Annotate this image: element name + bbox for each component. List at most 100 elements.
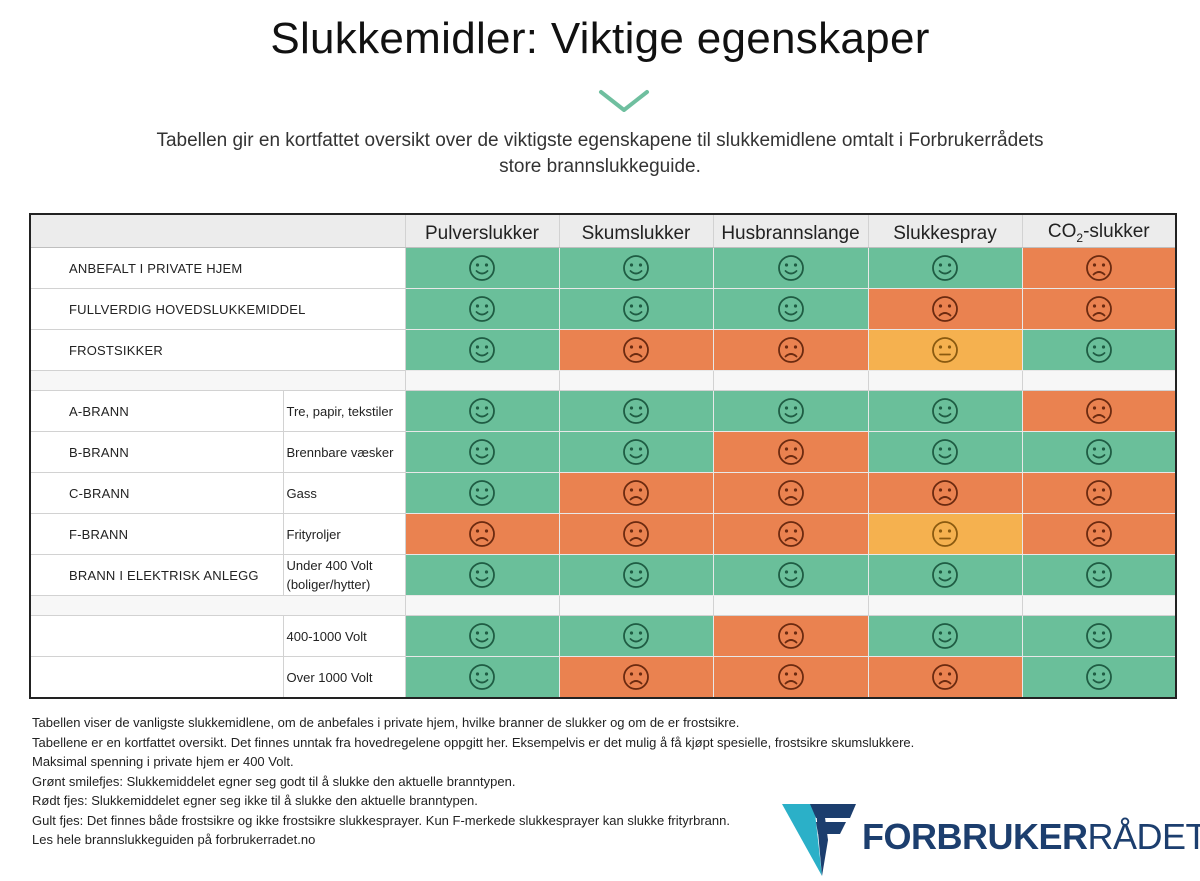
footnote: Tabellen viser de vanligste slukkemidlen… — [32, 715, 740, 730]
row-label: ANBEFALT I PRIVATE HJEM — [29, 247, 406, 289]
frowning-face-icon — [777, 480, 804, 506]
smiley-face-icon — [469, 562, 495, 588]
frowning-face-icon — [932, 296, 958, 322]
header-blank-cell — [29, 213, 406, 248]
smiley-face-icon — [1085, 439, 1112, 465]
spacer-cell — [29, 370, 406, 391]
rating-cell-good — [404, 472, 560, 514]
logo-wordmark: FORBRUKERRÅDET — [862, 816, 1200, 858]
rating-cell-good — [558, 431, 714, 473]
smiley-face-icon — [469, 664, 495, 690]
frowning-face-icon — [932, 480, 958, 506]
rating-cell-bad — [712, 656, 869, 699]
table-row: BRANN I ELEKTRISK ANLEGG Under 400 Volt (… — [29, 554, 1177, 596]
rating-cell-good — [712, 288, 869, 330]
rating-cell-bad — [558, 656, 714, 699]
rating-cell-bad — [712, 329, 869, 371]
table-row: F-BRANN Frityroljer — [29, 513, 1177, 555]
column-header-pulverslukker: Pulverslukker — [404, 213, 560, 248]
footnote: Rødt fjes: Slukkemiddelet egner seg ikke… — [32, 793, 478, 808]
frowning-face-icon — [1085, 398, 1112, 424]
rating-cell-good — [404, 656, 560, 699]
rating-cell-bad — [712, 513, 869, 555]
rating-cell-bad — [1021, 472, 1177, 514]
smiley-face-icon — [623, 439, 649, 465]
frowning-face-icon — [1085, 480, 1112, 506]
logo-mark-icon — [782, 804, 856, 876]
row-sublabel: Under 400 Volt (boliger/hytter) — [282, 554, 406, 596]
footnote-link-text: Les hele brannslukkeguiden på forbrukerr… — [32, 832, 316, 847]
footnote: Maksimal spenning i private hjem er 400 … — [32, 754, 294, 769]
smiley-face-icon — [1085, 664, 1112, 690]
row-label — [29, 656, 284, 699]
rating-cell-bad — [1021, 390, 1177, 432]
neutral-face-icon — [932, 521, 958, 547]
rating-cell-good — [404, 554, 560, 596]
table-row: C-BRANN Gass — [29, 472, 1177, 514]
rating-cell-bad — [867, 288, 1023, 330]
rating-cell-bad — [1021, 513, 1177, 555]
co2-suffix: -slukker — [1083, 221, 1150, 243]
rating-cell-good — [712, 247, 869, 289]
rating-cell-bad — [1021, 247, 1177, 289]
smiley-face-icon — [932, 562, 958, 588]
row-sublabel: 400-1000 Volt — [282, 615, 406, 657]
page-title: Slukkemidler: Viktige egenskaper — [270, 14, 930, 63]
table-row: FULLVERDIG HOVEDSLUKKEMIDDEL — [29, 288, 1177, 330]
rating-cell-good — [867, 247, 1023, 289]
intro-line-2: store brannslukkeguide. — [499, 156, 701, 177]
logo-wordmark-light: RÅDET — [1087, 816, 1200, 857]
column-header-co2-slukker: CO2-slukker — [1021, 213, 1177, 248]
column-header-husbrannslange: Husbrannslange — [712, 213, 869, 248]
row-label: B-BRANN — [29, 431, 284, 473]
neutral-face-icon — [932, 337, 958, 363]
rating-cell-good — [867, 390, 1023, 432]
intro-line-1: Tabellen gir en kortfattet oversikt over… — [156, 130, 1044, 151]
rating-cell-good — [404, 615, 560, 657]
footnotes: Tabellen viser de vanligste slukkemidlen… — [32, 713, 914, 850]
smiley-face-icon — [623, 255, 649, 281]
smiley-face-icon — [932, 623, 958, 649]
frowning-face-icon — [1085, 521, 1112, 547]
row-label: BRANN I ELEKTRISK ANLEGG — [29, 554, 284, 596]
spacer-cell — [867, 370, 1023, 391]
smiley-face-icon — [623, 398, 649, 424]
smiley-face-icon — [932, 255, 958, 281]
rating-cell-bad — [558, 472, 714, 514]
table-row: 400-1000 Volt — [29, 615, 1177, 657]
footnote: Grønt smilefjes: Slukkemiddelet egner se… — [32, 773, 516, 789]
smiley-face-icon — [623, 623, 649, 649]
row-label: C-BRANN — [29, 472, 284, 514]
column-header-skumslukker: Skumslukker — [558, 213, 714, 248]
rating-cell-good — [712, 554, 869, 596]
table-row: A-BRANN Tre, papir, tekstiler — [29, 390, 1177, 432]
spacer-cell — [1021, 595, 1177, 616]
smiley-face-icon — [469, 480, 495, 506]
smiley-face-icon — [777, 562, 804, 588]
spacer-row — [29, 370, 1177, 391]
frowning-face-icon — [623, 521, 649, 547]
logo-wordmark-bold: FORBRUKER — [862, 816, 1088, 857]
rating-cell-bad — [712, 472, 869, 514]
smiley-face-icon — [777, 255, 804, 281]
frowning-face-icon — [777, 521, 804, 547]
column-header-slukkespray: Slukkespray — [867, 213, 1023, 248]
spacer-cell — [712, 595, 869, 616]
rating-cell-good — [867, 554, 1023, 596]
spacer-cell — [712, 370, 869, 391]
rating-cell-good — [558, 390, 714, 432]
spacer-cell — [404, 370, 560, 391]
frowning-face-icon — [623, 480, 649, 506]
table-header-row: Pulverslukker Skumslukker Husbrannslange… — [29, 213, 1177, 248]
frowning-face-icon — [932, 664, 958, 690]
chevron-down-icon — [599, 90, 649, 112]
row-label — [29, 615, 284, 657]
rating-cell-good — [867, 431, 1023, 473]
smiley-face-icon — [623, 296, 649, 322]
rating-cell-good — [404, 390, 560, 432]
rating-cell-ok — [867, 329, 1023, 371]
rating-cell-good — [404, 431, 560, 473]
table-row: B-BRANN Brennbare væsker — [29, 431, 1177, 473]
smiley-face-icon — [777, 296, 804, 322]
spacer-cell — [867, 595, 1023, 616]
